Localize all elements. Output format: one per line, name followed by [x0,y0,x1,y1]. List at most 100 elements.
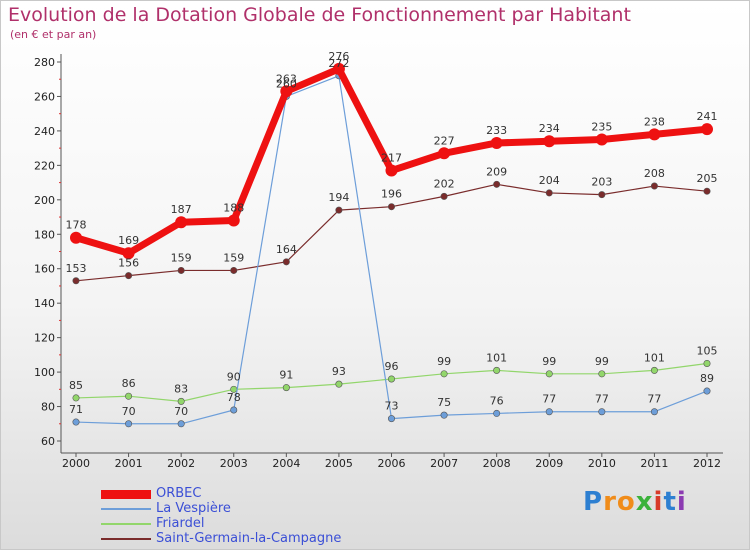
data-label: 196 [381,188,402,201]
logo-letter: i [676,487,687,517]
data-label: 77 [595,393,609,406]
y-tick-label: 120 [34,332,55,345]
data-point [387,375,395,383]
data-point [490,136,503,149]
data-point [595,133,608,146]
data-point [177,420,185,428]
data-point [125,272,133,280]
data-label: 194 [328,191,349,204]
data-point [493,366,501,374]
data-point [125,392,133,400]
data-label: 90 [227,370,241,383]
data-label: 153 [66,262,87,275]
data-label: 235 [591,121,612,134]
data-point [598,370,606,378]
data-point [701,123,713,136]
data-point [703,359,711,367]
y-tick-label: 140 [34,297,55,310]
data-label: 203 [591,176,612,189]
legend-label: ORBEC [156,486,202,501]
data-label: 77 [542,393,556,406]
data-point [493,409,501,417]
data-label: 89 [700,372,714,385]
legend-swatch [101,508,151,510]
data-label: 188 [223,201,244,214]
data-label: 204 [539,174,560,187]
data-label: 209 [486,165,507,178]
data-point [598,408,606,416]
data-label: 263 [276,72,297,85]
data-label: 260 [276,77,297,90]
logo-letter: o [616,487,636,517]
y-tick-label: 160 [34,263,55,276]
data-point [648,128,661,141]
data-label: 93 [332,365,346,378]
data-label: 99 [595,355,609,368]
data-label: 86 [122,377,136,390]
data-label: 178 [66,219,87,232]
data-label: 159 [223,251,244,264]
proxiti-logo: Proxiti [583,487,687,517]
data-point [703,387,711,395]
data-label: 73 [385,400,399,413]
data-label: 234 [539,122,560,135]
data-point [72,277,80,285]
data-point [385,164,398,177]
data-label: 187 [171,203,192,216]
data-label: 70 [174,405,188,418]
data-label: 238 [644,115,665,128]
data-point [335,380,343,388]
x-tick-label: 2008 [483,457,511,470]
data-label: 202 [434,177,455,190]
logo-letter: i [653,487,664,517]
data-point [598,191,606,199]
data-point [280,85,293,98]
y-tick-label: 180 [34,228,55,241]
data-point [440,192,448,200]
x-tick-label: 2006 [378,457,406,470]
x-tick-label: 2009 [535,457,563,470]
data-label: 241 [697,110,718,123]
data-label: 76 [490,394,504,407]
data-label: 85 [69,379,83,392]
data-label: 101 [644,351,665,364]
x-tick-label: 2004 [272,457,300,470]
logo-letter: x [635,487,654,517]
x-tick-label: 2007 [430,457,458,470]
y-tick-label: 280 [34,56,55,69]
data-label: 276 [328,50,349,63]
data-point [650,182,658,190]
chart-title: Evolution de la Dotation Globale de Fonc… [8,4,631,26]
x-tick-label: 2012 [693,457,721,470]
y-tick-label: 240 [34,125,55,138]
data-label: 96 [385,360,399,373]
data-point [332,62,345,75]
data-point [493,180,501,188]
data-point [122,247,135,260]
legend-label: Saint-Germain-la-Campagne [156,531,342,546]
legend-label: La Vespière [156,501,231,516]
y-tick-label: 260 [34,90,55,103]
legend-swatch [101,523,151,525]
x-tick-label: 2001 [115,457,143,470]
chart-subtitle: (en € et par an) [10,28,97,41]
data-point [70,231,82,244]
data-point [125,420,133,428]
data-point [650,366,658,374]
data-label: 272 [328,57,349,70]
data-point [230,266,238,274]
x-tick-label: 2011 [640,457,668,470]
data-label: 169 [118,234,139,247]
data-point [282,258,290,266]
data-point [230,406,238,414]
data-point [177,397,185,405]
data-label: 105 [697,344,718,357]
legend-label: Friardel [156,516,205,531]
data-label: 101 [486,351,507,364]
x-tick-label: 2002 [167,457,195,470]
data-label: 83 [174,382,188,395]
y-tick-label: 100 [34,366,55,379]
data-label: 99 [542,355,556,368]
logo-letter: r [603,487,617,517]
